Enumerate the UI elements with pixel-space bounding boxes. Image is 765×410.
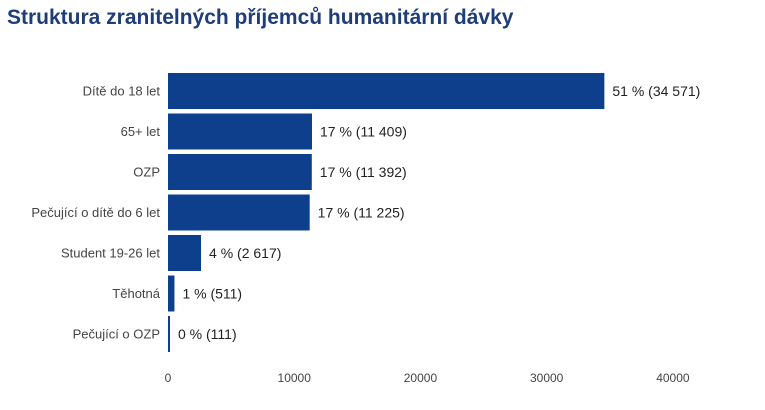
bar-2 [168,113,313,150]
bar-3 [168,154,312,190]
x-tick-label-4: 30000 [530,371,564,385]
data-label-1: 51 % (34 571) [612,83,700,99]
bar-1 [168,73,605,109]
data-label-2: 17 % (11 409) [320,124,407,140]
category-label-3: OZP [133,165,160,180]
bar-6 [168,275,175,312]
data-label-6: 1 % (511) [182,286,242,302]
category-label-5: Student 19-26 let [61,246,160,261]
bar-5 [168,235,202,271]
bar-7 [168,316,170,352]
x-tick-label-3: 20000 [404,371,438,385]
data-label-5: 4 % (2 617) [209,245,281,261]
data-label-7: 0 % (111) [178,326,237,342]
data-label-4: 17 % (11 225) [318,205,405,221]
labels-layer: Dítě do 18 let 51 % (34 571) 65+ let 17 % (… [31,83,700,342]
x-axis-ticks: 0 10000 20000 30000 40000 [165,371,690,385]
x-tick-label-5: 40000 [656,371,690,385]
bar-4 [168,194,310,231]
category-label-7: Pečující o OZP [73,327,160,342]
category-label-4: Pečující o dítě do 6 let [31,205,160,220]
category-label-6: Těhotná [112,286,160,301]
data-label-3: 17 % (11 392) [320,164,407,180]
x-tick-label-2: 10000 [278,371,312,385]
x-tick-label-1: 0 [165,371,172,385]
category-label-1: Dítě do 18 let [83,84,161,99]
bars-layer [168,73,605,352]
category-label-2: 65+ let [121,124,161,139]
chart-title: Struktura zranitelných příjemců humanitá… [7,6,514,29]
